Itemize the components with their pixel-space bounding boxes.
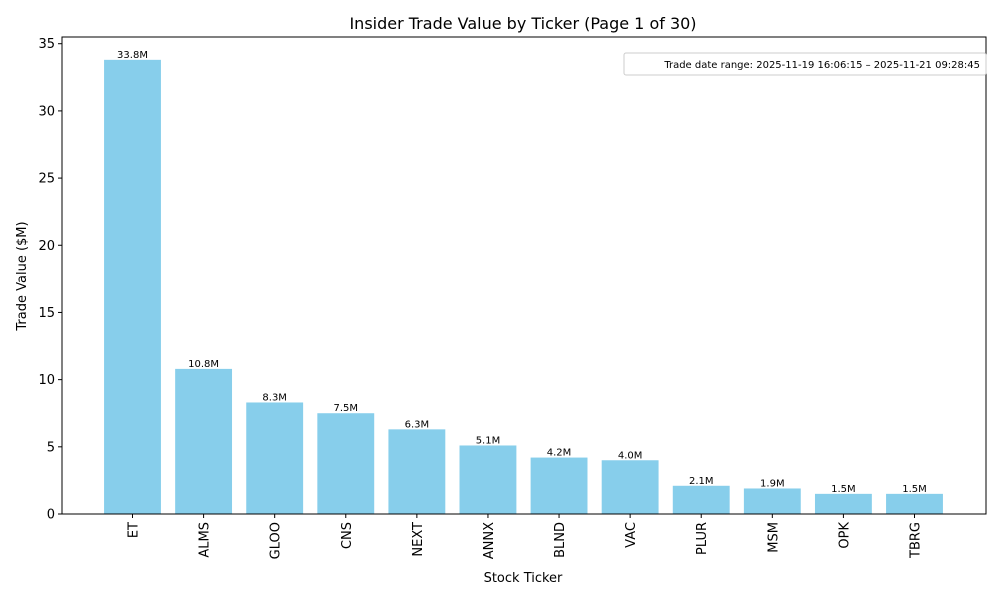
- bar-alms: [175, 368, 233, 514]
- x-tick-label: TBRG: [909, 522, 924, 559]
- data-label: 1.9M: [760, 478, 785, 489]
- bar-annx: [459, 445, 517, 514]
- data-label: 8.3M: [262, 392, 287, 403]
- y-tick-label: 30: [38, 104, 55, 119]
- x-tick-label: NEXT: [411, 522, 426, 557]
- x-axis-label: Stock Ticker: [484, 571, 563, 586]
- data-label: 33.8M: [117, 50, 148, 61]
- x-tick-label: ALMS: [198, 522, 213, 558]
- x-tick-label: ANNX: [482, 522, 497, 559]
- y-tick-label: 20: [38, 239, 55, 254]
- data-label: 5.1M: [476, 435, 501, 446]
- bar-tbrg: [886, 493, 943, 514]
- bar-msm: [743, 488, 801, 514]
- data-label: 1.5M: [902, 484, 927, 495]
- x-tick-label: OPK: [837, 522, 852, 549]
- y-axis: 0 5 10 15 20 25 30 35: [38, 37, 62, 523]
- annotation-background: [623, 52, 987, 76]
- bar-opk: [814, 493, 872, 514]
- trade-date-range-annotation: Trade date range: 2025-11-19 16:06:15 – …: [663, 60, 980, 71]
- y-axis-label: Trade Value ($M): [15, 221, 30, 331]
- bar-et: [104, 59, 161, 514]
- y-tick-label: 15: [38, 306, 55, 321]
- y-tick-label: 5: [47, 440, 55, 455]
- data-labels-layer: 33.8M 10.8M 8.3M 7.5M 6.3M 5.1M 4.2M 4.0M 2.1M 1.…: [117, 50, 927, 495]
- bar-blnd: [530, 457, 588, 514]
- bar-next: [388, 429, 446, 514]
- plot-frame: [61, 36, 987, 515]
- data-label: 7.5M: [334, 403, 359, 414]
- y-tick-label: 25: [38, 172, 55, 187]
- y-tick-label: 0: [47, 508, 55, 523]
- data-label: 1.5M: [831, 484, 856, 495]
- bar-vac: [601, 460, 659, 514]
- x-tick-label: BLND: [553, 522, 568, 558]
- data-label: 4.2M: [547, 448, 572, 459]
- x-tick-label: GLOO: [269, 522, 284, 559]
- x-axis: ET ALMS GLOO CNS NEXT ANNX BLND VAC PLUR MSM OPK TB…: [127, 514, 924, 559]
- data-label: 4.0M: [618, 450, 643, 461]
- y-tick-label: 35: [38, 37, 55, 52]
- chart-title: Insider Trade Value by Ticker (Page 1 of…: [349, 14, 696, 33]
- annotation-box: Trade date range: 2025-11-19 16:06:15 – …: [623, 52, 987, 76]
- bars-layer: [104, 59, 943, 514]
- y-tick-label: 10: [38, 373, 55, 388]
- data-label: 10.8M: [188, 359, 219, 370]
- data-label: 2.1M: [689, 476, 714, 487]
- x-tick-label: PLUR: [695, 522, 710, 555]
- x-tick-label: MSM: [766, 522, 781, 553]
- x-tick-label: VAC: [624, 522, 639, 548]
- data-label: 6.3M: [405, 419, 430, 430]
- bar-cns: [317, 413, 375, 514]
- bar-gloo: [246, 402, 304, 514]
- x-tick-label: ET: [127, 522, 142, 538]
- bar-plur: [672, 485, 730, 514]
- x-tick-label: CNS: [340, 522, 355, 549]
